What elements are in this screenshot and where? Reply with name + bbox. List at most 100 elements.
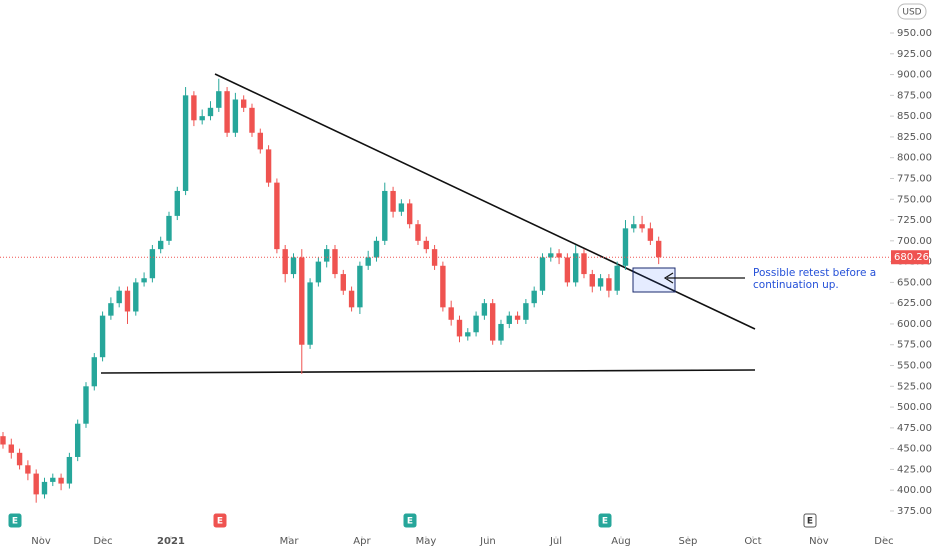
candle-body: [66, 456, 73, 484]
candle-body: [523, 303, 529, 320]
y-tick-label: 575.00: [897, 340, 932, 351]
y-tick-label: 850.00: [897, 111, 932, 122]
candle-body: [606, 278, 612, 291]
candle-body: [390, 190, 396, 212]
y-tick-label: 450.00: [897, 444, 932, 455]
earnings-icon: [213, 513, 227, 528]
candle-body: [191, 95, 197, 121]
candle-body: [124, 290, 131, 312]
candle-body: [141, 278, 147, 283]
x-tick-label: Jul: [549, 536, 562, 547]
y-tick-label: 475.00: [897, 423, 932, 434]
candle-body: [50, 477, 56, 482]
candle-body: [431, 249, 438, 266]
candle-body: [473, 315, 479, 333]
candle-body: [647, 228, 654, 241]
candle-body: [481, 303, 488, 316]
y-tick-label: 775.00: [897, 173, 932, 184]
candle-body: [207, 107, 214, 117]
currency-badge[interactable]: [897, 3, 927, 20]
y-tick-label: 525.00: [897, 381, 932, 392]
candle-body: [506, 315, 512, 324]
arrow-head: [663, 272, 674, 284]
candle-body: [440, 265, 446, 308]
candle-body: [597, 278, 604, 287]
trendline: [214, 73, 756, 330]
candle-body: [249, 107, 255, 133]
candle-body: [157, 240, 164, 250]
candle-body: [16, 452, 23, 466]
support-line: [100, 369, 756, 374]
candle-body: [99, 315, 106, 358]
x-tick-label: Nov: [809, 536, 829, 547]
earnings-label: E: [602, 517, 608, 527]
candle-body: [564, 257, 571, 283]
candle-body: [581, 253, 587, 275]
candle-body: [83, 386, 89, 424]
earnings-icon: [803, 513, 817, 528]
candle-body: [614, 265, 620, 291]
y-tick-label: 925.00: [897, 49, 932, 60]
candle-body: [365, 257, 371, 266]
y-tick-label: 425.00: [897, 464, 932, 475]
y-tick-label: 725.00: [897, 215, 932, 226]
candle-body: [307, 282, 313, 345]
x-tick-label: May: [416, 536, 437, 547]
candle-body: [631, 224, 637, 229]
last-price-label: 680.26: [894, 252, 929, 263]
candles: [0, 78, 662, 503]
candle-body: [357, 265, 363, 308]
candle-body: [174, 190, 180, 216]
candle-body: [348, 290, 355, 308]
candle-body: [133, 282, 139, 312]
candle-body: [406, 203, 413, 225]
candle-body: [299, 257, 305, 345]
candle-body: [655, 240, 662, 258]
x-tick-label: Dec: [874, 536, 893, 547]
annotation: continuation up.: [753, 279, 839, 291]
candle-body: [33, 473, 39, 495]
candle-body: [531, 290, 537, 304]
y-tick-label: 400.00: [897, 485, 932, 496]
currency: USD: [902, 8, 921, 18]
y-tick-label: 375.00: [897, 506, 932, 517]
candle-body: [25, 465, 31, 474]
candle-body: [639, 224, 645, 229]
candle-body: [108, 303, 114, 316]
candle-body: [232, 99, 239, 133]
earnings-label: E: [407, 517, 413, 527]
y-tick-label: 500.00: [897, 402, 932, 413]
candle-body: [290, 257, 297, 275]
candle-body: [282, 249, 288, 275]
y-tick-label: 700.00: [897, 236, 932, 247]
x-tick-label: Nov: [31, 536, 51, 547]
candle-body: [240, 99, 247, 108]
candle-body: [166, 215, 172, 241]
candle-body: [74, 423, 81, 457]
candle-body: [41, 481, 48, 495]
y-tick-label: 625.00: [897, 298, 932, 309]
candle-body: [514, 315, 521, 320]
y-tick-label: 825.00: [897, 132, 932, 143]
candle-body: [116, 290, 122, 304]
candle-body: [448, 307, 454, 320]
candle-body: [423, 240, 429, 250]
candle-body: [0, 436, 6, 445]
candle-body: [257, 132, 263, 150]
y-tick-label: 600.00: [897, 319, 932, 330]
candle-body: [199, 116, 205, 121]
candle-body: [548, 253, 554, 258]
candle-body: [182, 95, 189, 191]
candle-body: [589, 274, 595, 287]
x-tick-label: Oct: [744, 536, 761, 547]
candle-body: [498, 323, 504, 341]
candle-body: [216, 91, 222, 108]
candle-body: [274, 182, 280, 250]
candle-body: [224, 91, 230, 133]
x-tick-label: Dec: [93, 536, 112, 547]
candle-body: [265, 149, 272, 183]
candle-body: [58, 477, 64, 484]
candle-body: [149, 249, 156, 279]
candle-body: [572, 253, 579, 283]
